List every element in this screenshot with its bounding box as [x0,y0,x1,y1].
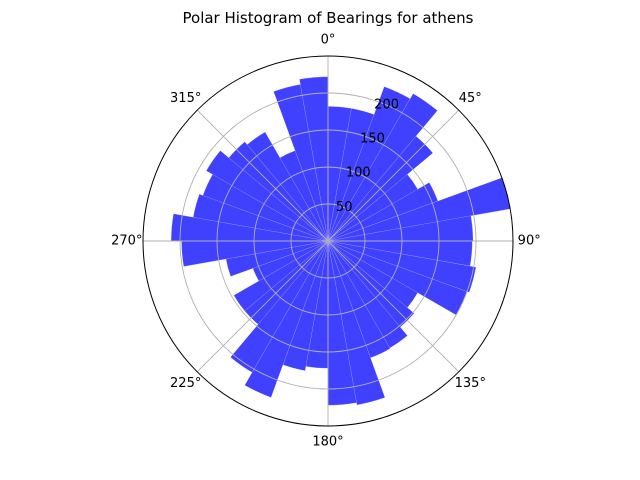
histogram-bar [327,240,391,359]
theta-tick-label: 45° [459,91,482,106]
theta-tick-label: 315° [170,91,201,106]
radial-gridline [327,109,460,242]
histogram-bar [327,182,439,242]
radial-gridcircle [253,166,403,316]
histogram-bar [252,240,329,282]
histogram-bar [233,240,329,312]
theta-tick-label: 0° [321,32,336,47]
histogram-bar [205,150,329,242]
radial-tick-label: 100 [346,166,371,181]
histogram-bar [192,193,329,242]
theta-tick-label: 90° [518,234,541,249]
radial-gridcircle [290,203,366,279]
grid-layer [142,55,514,427]
radial-gridline [196,240,329,373]
histogram-bar [327,174,418,242]
labels-layer: 0° 45° 90° 135° 180° 225° 270° 315° 50 100 150 200 [111,32,541,449]
theta-tick-label: 135° [455,376,486,391]
histogram-bar [246,131,329,242]
histogram-bar [279,150,329,242]
histogram-bar [327,240,386,406]
histogram-bar [327,240,408,349]
radial-gridcircle [216,129,440,353]
radial-gridline [196,109,329,242]
radial-gridline [327,240,460,373]
histogram-bar [273,84,329,242]
bars-layer [170,76,511,406]
histogram-bar [327,93,438,242]
radial-tick-label: 200 [374,97,399,112]
polar-frame [142,55,514,427]
radial-tick-label: 150 [360,131,385,146]
histogram-bar [282,240,329,371]
histogram-bar [244,240,329,398]
radial-gridcircle [179,92,477,390]
histogram-bar [327,86,411,242]
chart-title: Polar Histogram of Bearings for athens [183,9,474,27]
radial-tick-label: 50 [336,200,353,215]
theta-tick-label: 270° [111,234,142,249]
theta-tick-label: 225° [170,376,201,391]
histogram-bar [202,174,329,242]
histogram-bar [327,108,375,242]
histogram-bar [327,240,418,308]
theta-tick-label: 180° [312,435,343,450]
histogram-bar [230,240,329,373]
histogram-bar [327,240,477,293]
histogram-bar [225,240,329,277]
